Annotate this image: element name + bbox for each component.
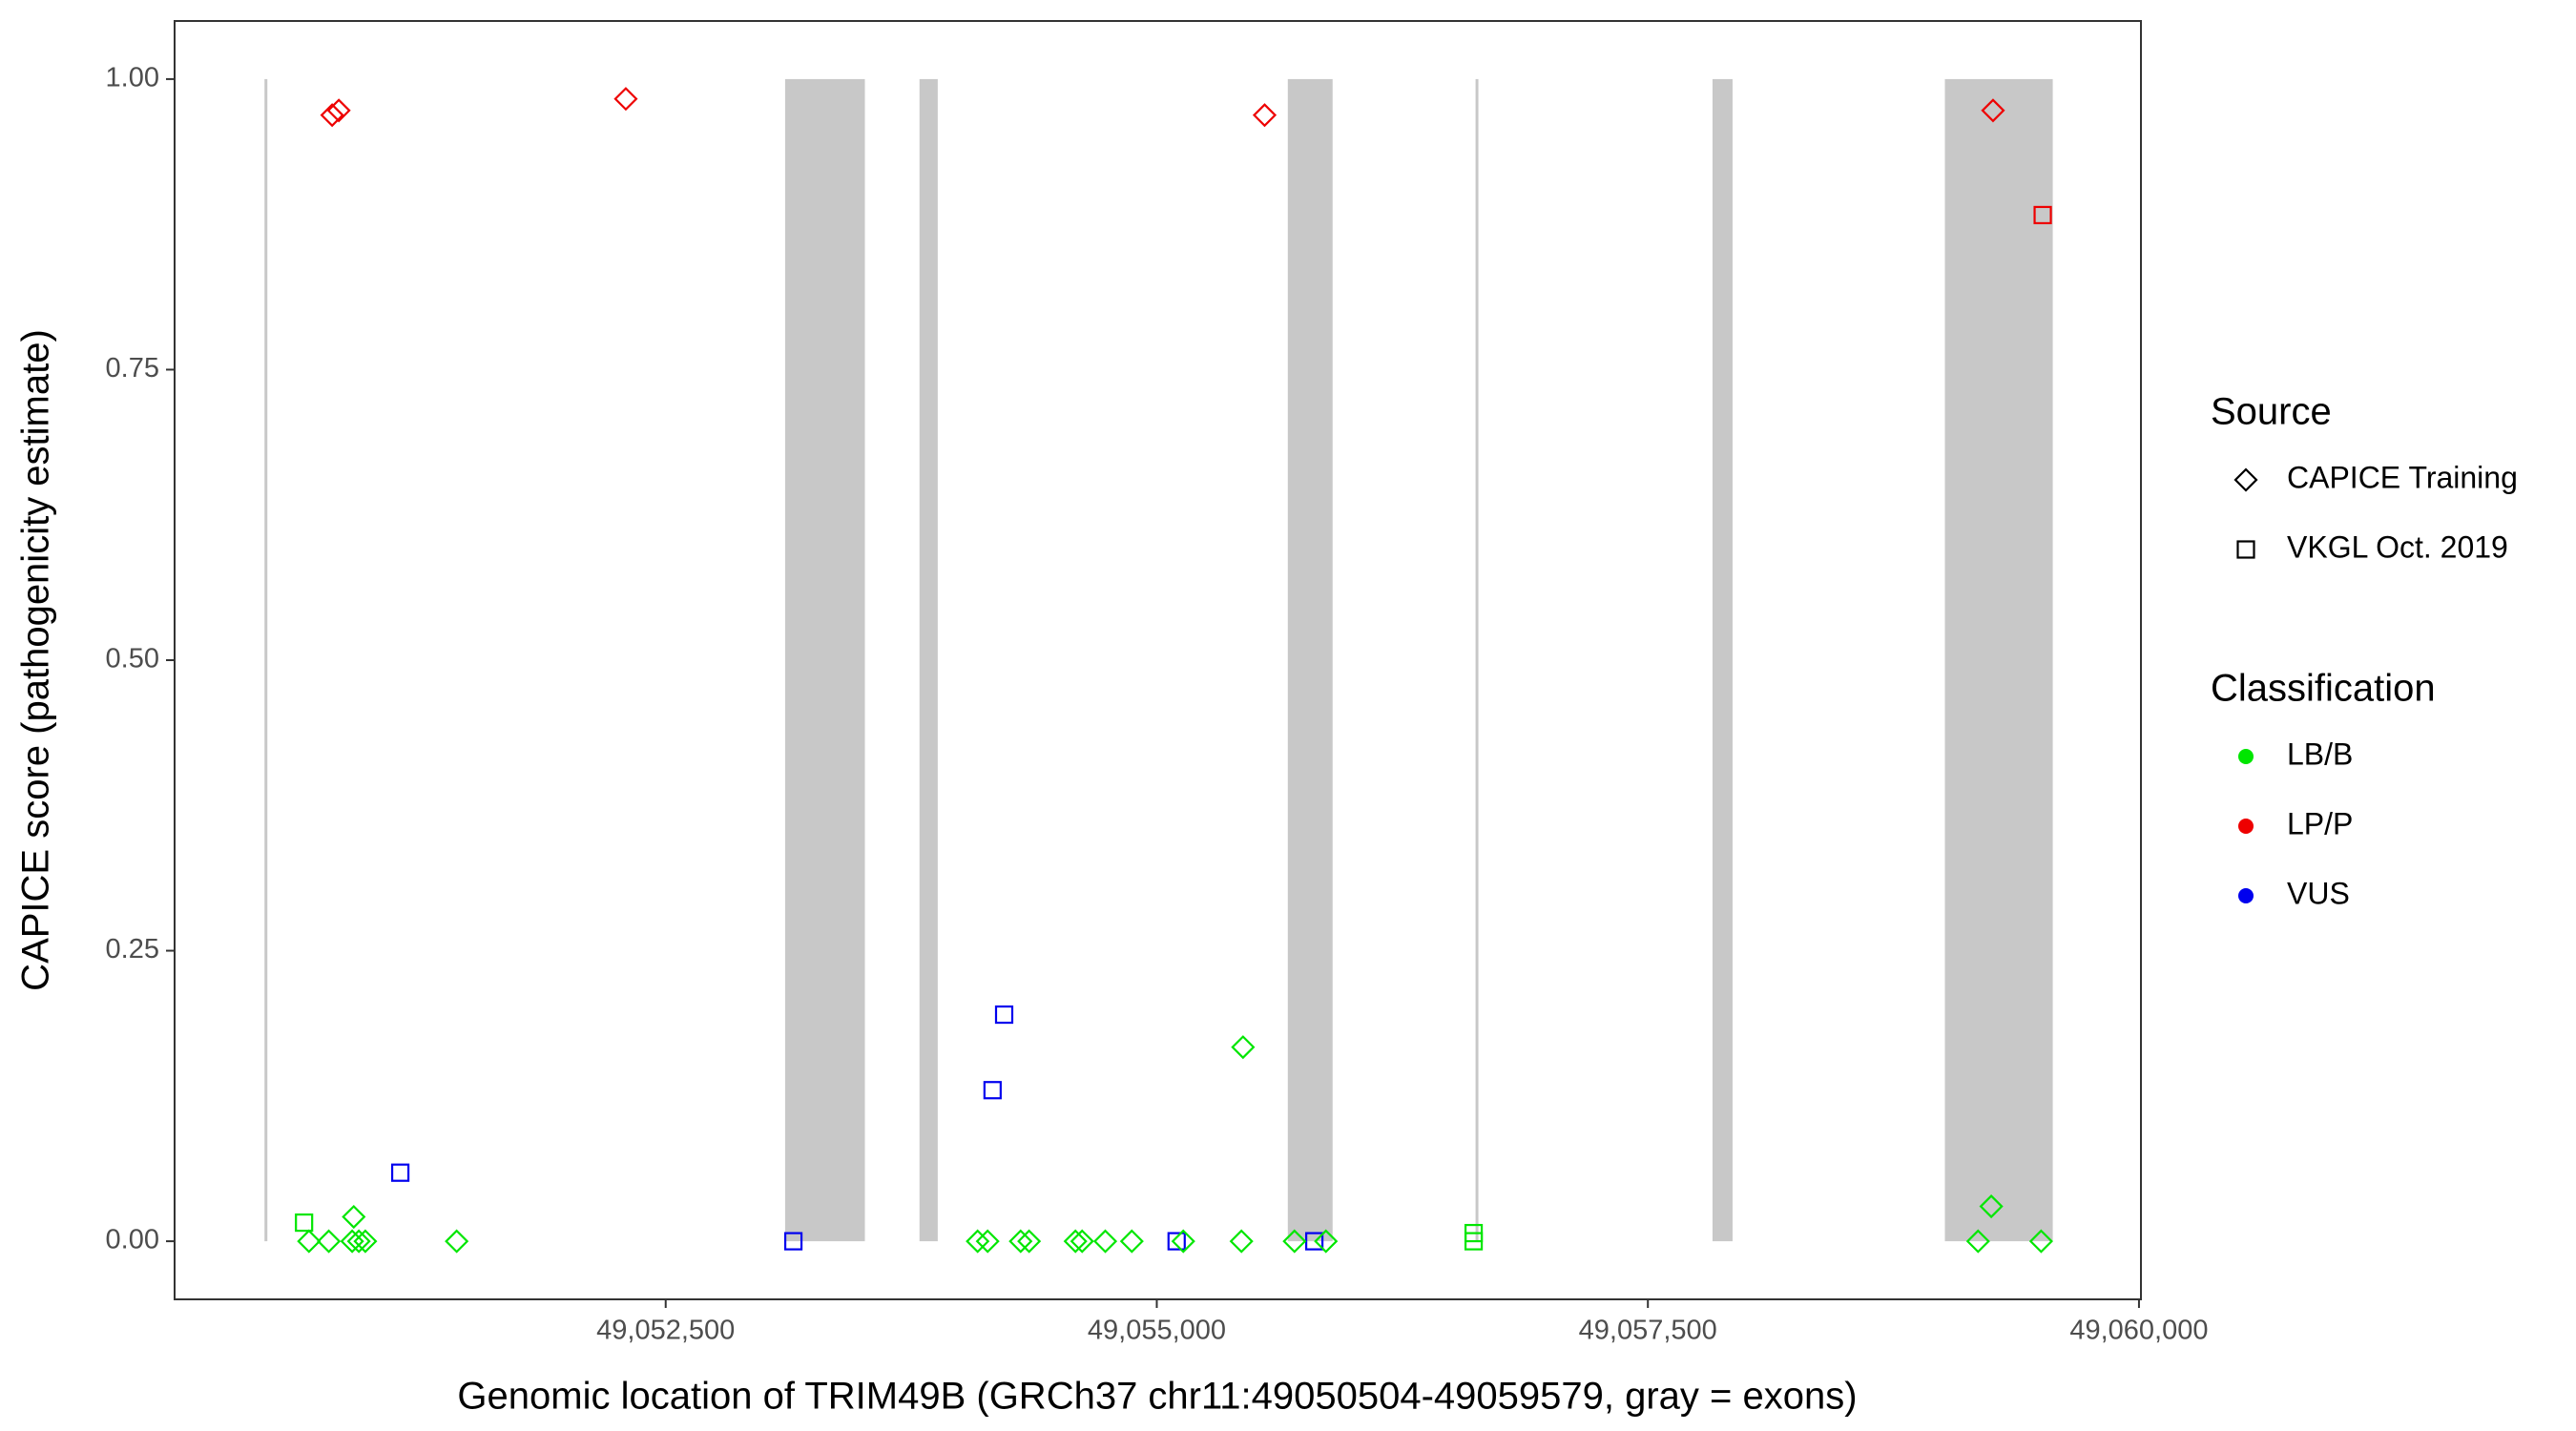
exon: [264, 78, 268, 1242]
legend-title: Classification: [2211, 668, 2436, 710]
point: [994, 1005, 1014, 1025]
legend-label: VUS: [2287, 876, 2350, 910]
exon: [784, 78, 865, 1242]
exon: [1475, 78, 1479, 1242]
point: [975, 1229, 1000, 1254]
x-tick-label: 49,052,500: [596, 1316, 735, 1346]
point: [1119, 1229, 1144, 1254]
point: [983, 1081, 1002, 1100]
point: [1981, 98, 2005, 123]
legend-title: Source: [2211, 391, 2332, 433]
x-tick-label: 49,057,500: [1579, 1316, 1717, 1346]
point: [326, 98, 351, 123]
point: [2033, 205, 2052, 225]
point: [297, 1229, 322, 1254]
x-axis-title: Genomic location of TRIM49B (GRCh37 chr1…: [457, 1376, 1857, 1418]
point: [1171, 1229, 1195, 1254]
point: [1282, 1229, 1307, 1254]
point: [317, 1229, 342, 1254]
y-tick-label: 1.00: [106, 63, 159, 93]
point: [613, 87, 638, 112]
point: [1229, 1229, 1254, 1254]
point: [1965, 1229, 1990, 1254]
point: [2028, 1229, 2053, 1254]
point: [340, 1229, 364, 1254]
legend-label: LP/P: [2287, 806, 2353, 840]
point: [353, 1229, 378, 1254]
point: [1464, 1232, 1484, 1251]
legend-label: LB/B: [2287, 736, 2353, 771]
y-tick-label: 0.00: [106, 1225, 159, 1255]
point: [445, 1229, 469, 1254]
panel-border: [174, 20, 2142, 1300]
y-tick-label: 0.25: [106, 934, 159, 964]
legend-key: [2238, 888, 2254, 903]
point: [1314, 1229, 1339, 1254]
point: [1252, 103, 1278, 128]
point: [1063, 1229, 1088, 1254]
x-tick-label: 49,055,000: [1088, 1316, 1226, 1346]
point: [1167, 1232, 1186, 1251]
point: [1979, 1193, 2004, 1219]
exon: [1712, 78, 1733, 1242]
y-tick-label: 0.75: [106, 353, 159, 384]
exon: [1944, 78, 2053, 1242]
point: [1017, 1229, 1042, 1254]
exon: [919, 78, 938, 1242]
x-tick-label: 49,060,000: [2069, 1316, 2208, 1346]
exon: [1287, 78, 1333, 1242]
legend-key: [2233, 467, 2258, 492]
point: [966, 1229, 990, 1254]
point: [295, 1213, 314, 1233]
point: [1231, 1035, 1256, 1060]
legend-key: [2238, 749, 2254, 764]
point: [342, 1204, 366, 1230]
point: [320, 103, 344, 128]
y-axis-title: CAPICE score (pathogenicity estimate): [15, 329, 57, 991]
point: [1008, 1229, 1033, 1254]
point: [783, 1232, 803, 1251]
point: [346, 1229, 371, 1254]
legend-key: [2236, 540, 2255, 559]
point: [390, 1163, 410, 1182]
legend-label: VKGL Oct. 2019: [2287, 529, 2508, 564]
point: [1092, 1229, 1118, 1254]
point: [1070, 1229, 1094, 1254]
legend-label: CAPICE Training: [2287, 460, 2518, 494]
y-tick-label: 0.50: [106, 644, 159, 674]
legend-key: [2238, 819, 2254, 834]
